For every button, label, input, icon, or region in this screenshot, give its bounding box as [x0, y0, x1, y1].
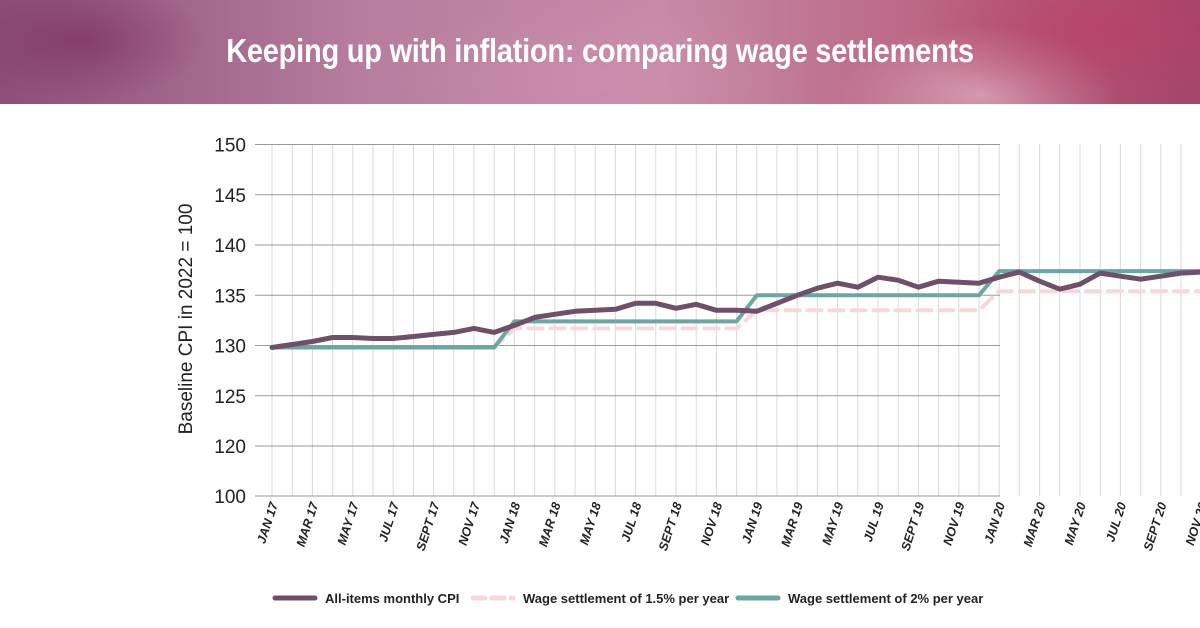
x-tick-label: MAR 17: [294, 500, 322, 549]
legend-item-wage-2-label: Wage settlement of 2% per year: [788, 591, 983, 606]
y-tick-label: 150: [214, 136, 246, 157]
x-tick-label: JAN 20: [982, 501, 1008, 546]
x-tick-label: JUL 17: [376, 500, 402, 544]
x-tick-label: NOV 20: [1183, 501, 1200, 548]
x-tick-label: MAY 18: [577, 501, 604, 547]
y-axis-title: Baseline CPI in 2022 = 100: [176, 204, 197, 435]
y-tick-label: 100: [214, 487, 246, 508]
page-title: Keeping up with inflation: comparing wag…: [226, 32, 974, 69]
x-tick-label: NOV 19: [941, 501, 968, 548]
y-tick-label: 125: [214, 387, 246, 408]
legend: All-items monthly CPI Wage settlement of …: [272, 591, 983, 606]
y-tick-label: 120: [214, 437, 246, 458]
x-tick-label: JUL 19: [861, 501, 887, 544]
series-line-wage-2: [270, 269, 1200, 350]
horizontal-gridlines: [255, 144, 1000, 497]
x-tick-label: MAY 19: [820, 501, 847, 547]
x-tick-label: MAR 18: [536, 501, 563, 549]
line-chart: 150 145 140 135 130 125 120 100 JAN 17 MAR 17 MAY…: [176, 136, 1200, 606]
x-tick-label: JUL 20: [1103, 501, 1129, 544]
y-axis-ticks: 150 145 140 135 130 125 120 100: [214, 136, 246, 509]
legend-item-cpi-label: All-items monthly CPI: [325, 591, 459, 606]
x-tick-label: MAY 17: [335, 500, 362, 547]
y-tick-label: 130: [214, 337, 246, 358]
y-tick-label: 135: [214, 286, 246, 307]
y-tick-label: 145: [214, 186, 246, 207]
series-line-cpi: [269, 269, 1200, 350]
x-tick-label: JAN 17: [254, 500, 281, 546]
x-tick-label: MAR 19: [779, 501, 806, 549]
x-tick-label: JUL 18: [619, 501, 645, 544]
header-banner: Keeping up with inflation: comparing wag…: [0, 0, 1200, 104]
x-tick-label: MAY 20: [1062, 501, 1089, 547]
x-tick-label: SEPT 18: [656, 501, 685, 553]
x-tick-label: NOV 17: [456, 500, 483, 548]
x-tick-label: JAN 19: [739, 501, 765, 546]
x-tick-label: SEPT 20: [1141, 501, 1170, 553]
x-tick-label: SEPT 17: [414, 500, 443, 553]
y-tick-label: 140: [214, 236, 246, 257]
x-axis-ticks: JAN 17 MAR 17 MAY 17 JUL 17 SEPT 17 NOV 17 JAN…: [254, 500, 1200, 553]
x-tick-label: SEPT 19: [898, 501, 927, 553]
legend-item-wage-1-5-label: Wage settlement of 1.5% per year: [523, 591, 729, 606]
x-tick-label: MAR 20: [1021, 501, 1048, 549]
x-tick-label: JAN 18: [497, 501, 523, 546]
x-tick-label: NOV 18: [698, 501, 725, 548]
series-lines: [269, 269, 1200, 350]
